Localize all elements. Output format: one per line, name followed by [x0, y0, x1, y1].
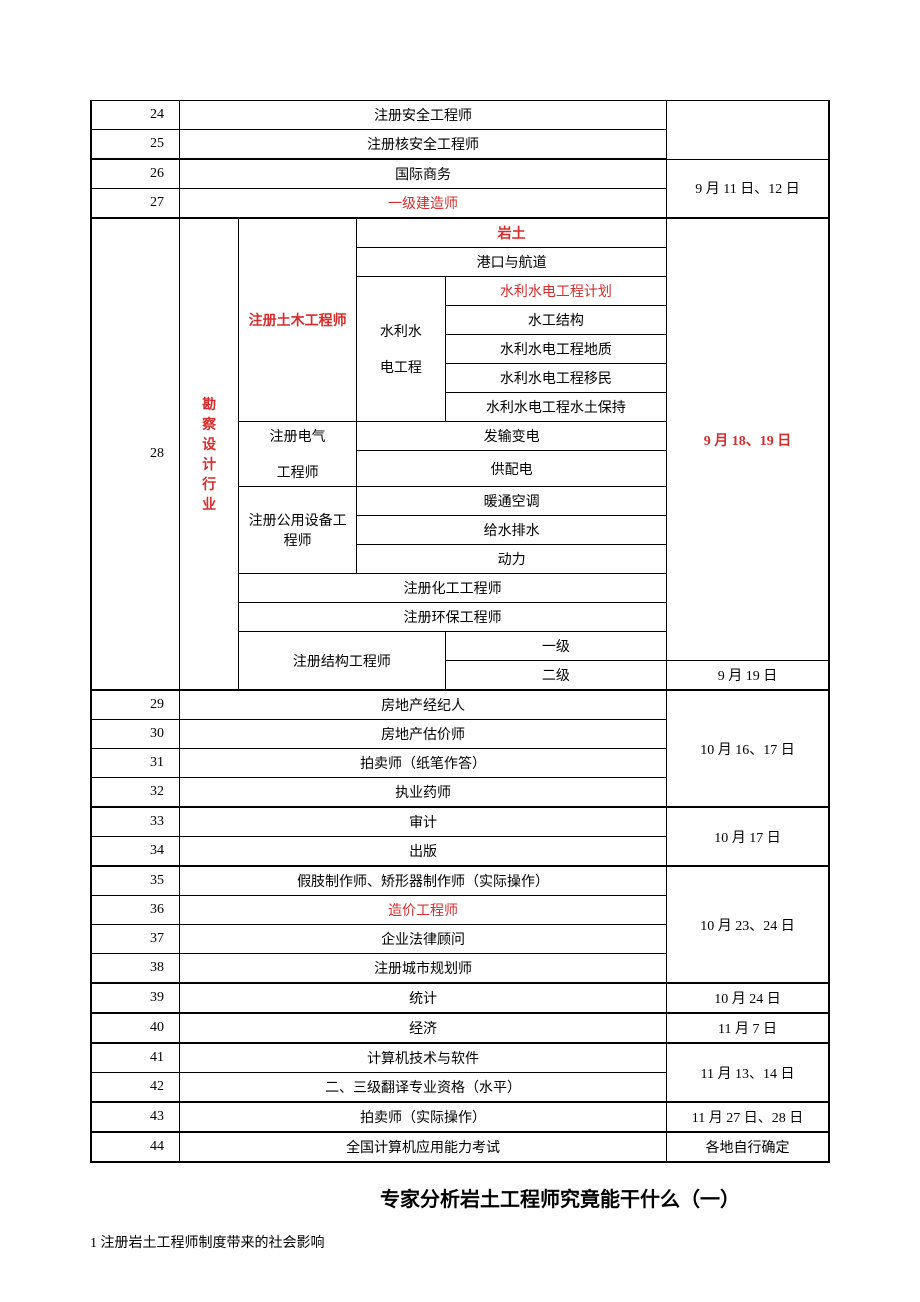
- row-num: 29: [91, 690, 180, 720]
- exam-name: 经济: [180, 1013, 667, 1043]
- row-num: 28: [91, 218, 180, 690]
- elec-label: 注册电气工程师: [239, 422, 357, 487]
- exam-date: 10 月 23、24 日: [667, 866, 829, 983]
- row-num: 44: [91, 1132, 180, 1162]
- exam-date: 10 月 17 日: [667, 807, 829, 866]
- exam-sub: 暖通空调: [357, 487, 667, 516]
- exam-name: 注册安全工程师: [180, 101, 667, 130]
- row-num: 42: [91, 1073, 180, 1103]
- civil-engineer-label: 注册土木工程师: [239, 218, 357, 422]
- row-num: 41: [91, 1043, 180, 1073]
- row-num: 33: [91, 807, 180, 837]
- row-num: 26: [91, 159, 180, 189]
- exam-sub: 给水排水: [357, 516, 667, 545]
- row-num: 35: [91, 866, 180, 896]
- exam-name: 一级建造师: [180, 189, 667, 219]
- exam-date: 9 月 18、19 日: [667, 218, 829, 661]
- exam-date: 10 月 24 日: [667, 983, 829, 1013]
- exam-sub: 水工结构: [445, 306, 666, 335]
- exam-name: 注册城市规划师: [180, 954, 667, 984]
- row-num: 39: [91, 983, 180, 1013]
- exam-date: 11 月 13、14 日: [667, 1043, 829, 1102]
- struct-label: 注册结构工程师: [239, 632, 446, 691]
- exam-sub: 水利水电工程水土保持: [445, 393, 666, 422]
- row-num: 32: [91, 778, 180, 808]
- row-num: 27: [91, 189, 180, 219]
- public-label: 注册公用设备工程师: [239, 487, 357, 574]
- exam-name: 造价工程师: [180, 896, 667, 925]
- exam-sub: 注册化工工程师: [239, 574, 667, 603]
- table-row: 44全国计算机应用能力考试各地自行确定: [91, 1132, 829, 1162]
- exam-sub: 港口与航道: [357, 248, 667, 277]
- exam-date: [667, 101, 829, 160]
- exam-date: 11 月 27 日、28 日: [667, 1102, 829, 1132]
- exam-name: 注册核安全工程师: [180, 130, 667, 160]
- section-heading: 1 注册岩土工程师制度带来的社会影响: [90, 1232, 830, 1252]
- exam-name: 全国计算机应用能力考试: [180, 1132, 667, 1162]
- exam-date: 10 月 16、17 日: [667, 690, 829, 807]
- table-row: 24 注册安全工程师: [91, 101, 829, 130]
- exam-name: 统计: [180, 983, 667, 1013]
- exam-sub: 供配电: [357, 451, 667, 487]
- exam-name: 企业法律顾问: [180, 925, 667, 954]
- exam-name: 执业药师: [180, 778, 667, 808]
- exam-name: 房地产经纪人: [180, 690, 667, 720]
- exam-sub: 发输变电: [357, 422, 667, 451]
- yantu-label: 岩土: [357, 218, 667, 248]
- exam-name: 计算机技术与软件: [180, 1043, 667, 1073]
- exam-date: 9 月 19 日: [667, 661, 829, 691]
- exam-date: 11 月 7 日: [667, 1013, 829, 1043]
- row-num: 36: [91, 896, 180, 925]
- row-num: 37: [91, 925, 180, 954]
- table-row: 35假肢制作师、矫形器制作师（实际操作）10 月 23、24 日: [91, 866, 829, 896]
- exam-sub: 动力: [357, 545, 667, 574]
- table-row: 40经济11 月 7 日: [91, 1013, 829, 1043]
- row-num: 24: [91, 101, 180, 130]
- exam-date: 9 月 11 日、12 日: [667, 159, 829, 218]
- exam-name: 拍卖师（实际操作）: [180, 1102, 667, 1132]
- exam-name: 拍卖师（纸笔作答）: [180, 749, 667, 778]
- exam-name: 房地产估价师: [180, 720, 667, 749]
- row-num: 30: [91, 720, 180, 749]
- exam-name: 国际商务: [180, 159, 667, 189]
- row-num: 40: [91, 1013, 180, 1043]
- table-row: 28 勘察设计行业 注册土木工程师 岩土 9 月 18、19 日: [91, 218, 829, 248]
- exam-schedule-table: 24 注册安全工程师 25 注册核安全工程师 26 国际商务 9 月 11 日、…: [90, 100, 830, 1163]
- exam-sub: 水利水电工程计划: [445, 277, 666, 306]
- table-row: 29房地产经纪人10 月 16、17 日: [91, 690, 829, 720]
- row-num: 34: [91, 837, 180, 867]
- exam-date: 各地自行确定: [667, 1132, 829, 1162]
- table-row: 43拍卖师（实际操作）11 月 27 日、28 日: [91, 1102, 829, 1132]
- exam-name: 审计: [180, 807, 667, 837]
- exam-name: 假肢制作师、矫形器制作师（实际操作）: [180, 866, 667, 896]
- industry-label: 勘察设计行业: [180, 218, 239, 690]
- exam-sub: 水利水电工程移民: [445, 364, 666, 393]
- page-title: 专家分析岩土工程师究竟能干什么（一）: [290, 1183, 830, 1212]
- row-num: 31: [91, 749, 180, 778]
- table-row: 33审计10 月 17 日: [91, 807, 829, 837]
- table-row: 39统计10 月 24 日: [91, 983, 829, 1013]
- row-num: 43: [91, 1102, 180, 1132]
- table-row: 26 国际商务 9 月 11 日、12 日: [91, 159, 829, 189]
- exam-sub: 一级: [445, 632, 666, 661]
- row-num: 38: [91, 954, 180, 984]
- table-row: 41计算机技术与软件11 月 13、14 日: [91, 1043, 829, 1073]
- exam-name: 出版: [180, 837, 667, 867]
- row-num: 25: [91, 130, 180, 160]
- exam-sub: 二级: [445, 661, 666, 691]
- water-label: 水利水电工程: [357, 277, 446, 422]
- exam-name: 二、三级翻译专业资格（水平）: [180, 1073, 667, 1103]
- exam-sub: 注册环保工程师: [239, 603, 667, 632]
- exam-sub: 水利水电工程地质: [445, 335, 666, 364]
